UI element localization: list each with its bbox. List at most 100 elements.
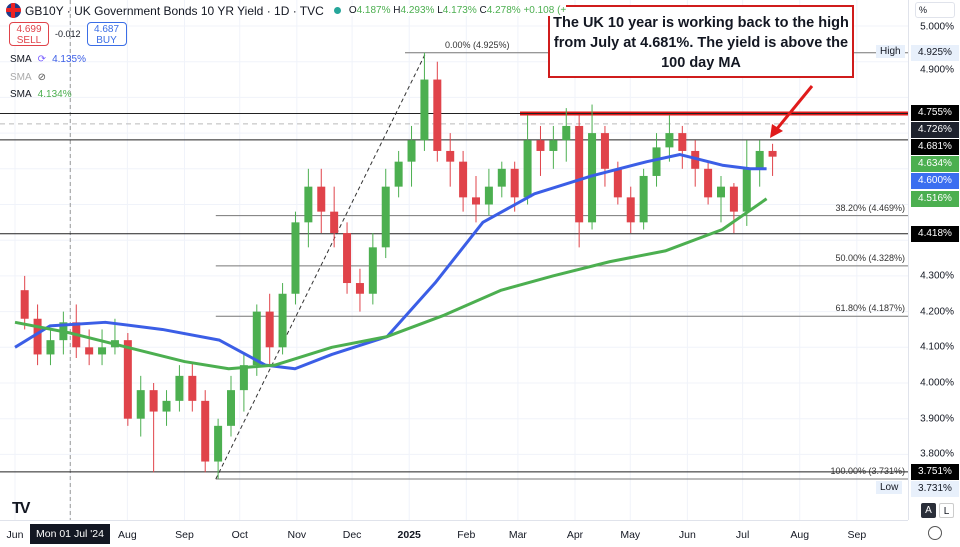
price-tag: 4.634%: [911, 156, 959, 173]
trade-panel: 4.699 SELL -0.012 4.687 BUY: [9, 22, 127, 46]
price-tag: 4.726%: [911, 122, 959, 139]
time-tick: Feb: [457, 529, 476, 541]
fib-label: 50.00% (4.328%): [835, 252, 905, 263]
candle-body: [575, 125, 584, 223]
candle-body: [446, 150, 455, 162]
time-tick: Aug: [118, 529, 137, 541]
candle-body: [588, 133, 597, 223]
price-tag: 4.925%: [911, 44, 959, 61]
price-tick: 3.800%: [920, 448, 954, 460]
time-tick: Oct: [231, 529, 248, 541]
candle-body: [330, 211, 339, 234]
candle-body: [484, 186, 493, 205]
candle-body: [717, 186, 725, 198]
candle-body: [123, 340, 132, 419]
time-tick: Mar: [508, 529, 527, 541]
candle-body: [536, 140, 545, 151]
arrow-head: [770, 124, 783, 138]
sell-button[interactable]: 4.699 SELL: [9, 22, 49, 46]
candle-body: [98, 347, 107, 355]
time-axis[interactable]: Jun Aug Sep Oct Nov Dec 2025 Feb Mar Apr May Jun Jul…: [0, 520, 942, 547]
price-tick: 4.900%: [920, 64, 954, 76]
time-tick: Jul: [735, 529, 750, 541]
time-tick: Jun: [6, 529, 24, 541]
settings-icon[interactable]: [928, 526, 942, 540]
candle-body: [291, 222, 300, 294]
price-tick: 3.900%: [920, 413, 954, 425]
candle-body: [368, 247, 377, 294]
fib-label: 61.80% (4.187%): [835, 303, 905, 314]
price-axis[interactable]: % A L 5.000% 4.925% 4.900% 4.755% 4.726% 4.68…: [908, 0, 960, 520]
sma-legend-3[interactable]: SMA 4.134%: [10, 89, 72, 100]
candle-body: [317, 186, 326, 212]
candle-body: [600, 133, 609, 169]
auto-scale-button[interactable]: A: [921, 503, 936, 518]
sma-200-line: [14, 197, 768, 371]
candle-body: [639, 175, 648, 223]
refresh-icon[interactable]: ⟳: [37, 54, 47, 65]
candle-body: [755, 150, 764, 169]
candle-body: [729, 186, 738, 212]
price-tag: 3.751%: [911, 463, 959, 480]
candle-body: [742, 168, 751, 212]
unit-selector[interactable]: %: [915, 2, 955, 18]
candle-body: [304, 186, 313, 223]
extreme-label: High: [876, 44, 905, 58]
chart-header: GB10Y · UK Government Bonds 10 YR Yield …: [6, 3, 567, 18]
candle-body: [678, 133, 687, 151]
candle-body: [162, 400, 171, 412]
candle-body: [510, 168, 519, 198]
candle-body: [704, 168, 713, 198]
time-tick: Sep: [175, 529, 194, 541]
candle-body: [497, 168, 506, 187]
sma-legend-2[interactable]: SMA ⊘: [10, 72, 47, 83]
candle-body: [188, 375, 197, 401]
eye-hidden-icon[interactable]: ⊘: [37, 72, 47, 83]
fib-label: 100.00% (3.731%): [830, 466, 905, 477]
candle-body: [201, 400, 210, 462]
price-tick: 4.100%: [920, 341, 954, 353]
candle-body: [20, 290, 29, 319]
annotation-callout: The UK 10 year is working back to the hi…: [548, 5, 854, 78]
fib-label: 38.20% (4.469%): [835, 202, 905, 213]
sma-legend-1[interactable]: SMA ⟳ 4.135%: [10, 54, 86, 65]
symbol-title[interactable]: GB10Y · UK Government Bonds 10 YR Yield …: [25, 3, 324, 18]
candle-body: [768, 150, 777, 157]
candle-body: [562, 125, 571, 141]
candle-body: [523, 140, 532, 198]
candle-body: [136, 390, 145, 419]
candle-body: [652, 147, 661, 176]
time-tick: Nov: [287, 529, 307, 541]
extreme-label: Low: [876, 480, 903, 494]
change-value: +0.108 (+: [523, 5, 567, 16]
fib-label: 0.00% (4.925%): [445, 39, 510, 50]
candle-body: [278, 293, 287, 348]
price-tag: 4.516%: [911, 190, 959, 207]
price-tag: 4.600%: [911, 173, 959, 190]
price-chart[interactable]: [0, 0, 908, 520]
price-tag: 3.731%: [911, 480, 959, 497]
buy-button[interactable]: 4.687 BUY: [86, 22, 127, 46]
price-tick: 4.000%: [920, 377, 954, 389]
tradingview-logo[interactable]: TV: [12, 500, 31, 517]
candle-body: [227, 390, 235, 426]
price-tick: 5.000%: [920, 21, 954, 33]
spread: -0.012: [55, 29, 81, 39]
candle-body: [407, 140, 416, 162]
sma-100-line: [14, 153, 767, 371]
candle-body: [33, 318, 42, 355]
candle-body: [459, 161, 468, 198]
candle-body: [472, 197, 480, 205]
candle-body: [149, 390, 158, 412]
candle-body: [265, 311, 274, 348]
candle-body: [665, 133, 674, 148]
candle-body: [85, 347, 94, 355]
candle-body: [613, 168, 622, 198]
candle-body: [549, 140, 558, 151]
candle-body: [343, 233, 352, 284]
candle-body: [355, 283, 364, 294]
time-tick: Sep: [847, 529, 867, 541]
log-scale-button[interactable]: L: [939, 503, 954, 518]
price-tick: 4.200%: [920, 306, 954, 318]
price-tag: 4.755%: [911, 105, 959, 122]
